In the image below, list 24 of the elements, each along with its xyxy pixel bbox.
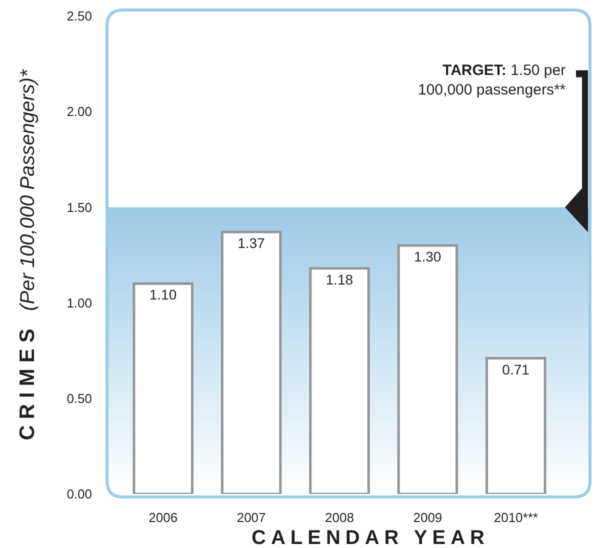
x-tick-label: 2007 bbox=[236, 510, 266, 525]
x-tick-label: 2008 bbox=[325, 510, 354, 525]
bar bbox=[220, 230, 282, 494]
data-label: 1.18 bbox=[326, 271, 354, 288]
annotation: TARGET: 1.50 per 100,000 passengers** bbox=[418, 62, 566, 98]
bar bbox=[309, 267, 370, 494]
data-label: 1.37 bbox=[238, 235, 266, 252]
y-tick-label: 2.00 bbox=[66, 104, 92, 120]
y-tick-label: 0.00 bbox=[66, 486, 92, 502]
x-axis-title: CALENDAR YEAR bbox=[252, 527, 490, 548]
bar bbox=[132, 282, 194, 494]
bar bbox=[486, 357, 546, 494]
data-label: 1.10 bbox=[149, 286, 177, 303]
y-tick-label: 0.50 bbox=[66, 390, 92, 406]
bar bbox=[397, 244, 458, 494]
data-label: 0.71 bbox=[502, 361, 530, 378]
x-tick-label: 2006 bbox=[148, 510, 178, 525]
data-label: 1.30 bbox=[414, 248, 442, 264]
y-tick-label: 2.50 bbox=[66, 8, 92, 24]
x-tick-label: 2010*** bbox=[494, 510, 538, 525]
y-axis-title: CRIMES (Per 100,000 Passengers)* bbox=[16, 68, 39, 440]
y-tick-label: 1.00 bbox=[66, 295, 92, 310]
y-tick-label: 1.50 bbox=[66, 200, 92, 215]
x-tick-label: 2009 bbox=[413, 510, 442, 525]
